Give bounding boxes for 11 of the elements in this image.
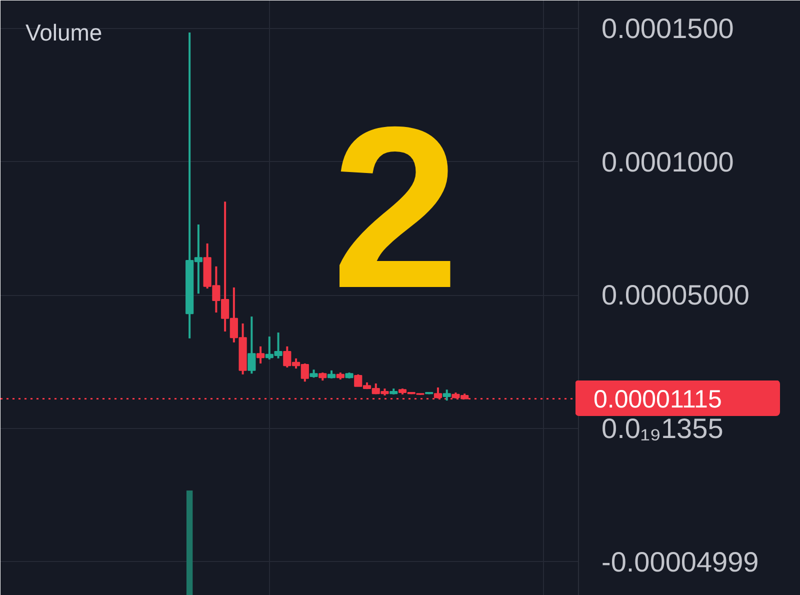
candlestick (256, 345, 265, 364)
chart-title: Volume (26, 20, 102, 46)
candlestick (442, 388, 451, 402)
y-tick-label: 0.0001500 (602, 13, 734, 44)
y-tick-label: 0.00005000 (602, 280, 750, 311)
ref-line-label: 0.00001115 (594, 386, 722, 414)
y-tick-label: -0.00004999 (602, 546, 759, 578)
annotation: 2 (332, 79, 460, 336)
y-tick-label: 0.0001000 (602, 146, 734, 178)
candlestick (248, 316, 256, 375)
y-tick-label: 0.0₁₉1355 (602, 413, 724, 444)
